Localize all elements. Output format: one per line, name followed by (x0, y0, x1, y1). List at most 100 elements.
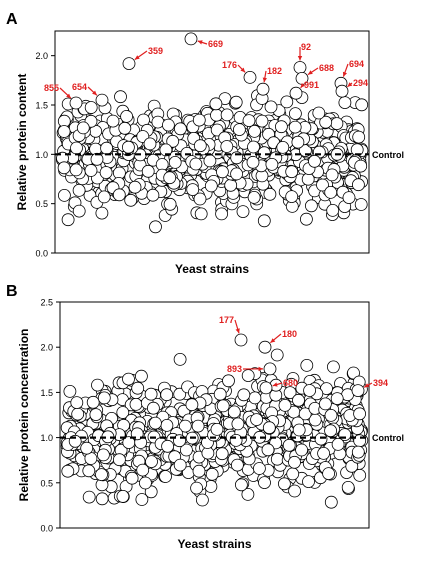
data-point (122, 372, 135, 386)
annotation-label: 294 (353, 78, 368, 88)
data-point (143, 137, 157, 151)
data-point (262, 421, 276, 435)
data-point (58, 188, 71, 202)
data-point (144, 387, 158, 401)
data-point (191, 419, 205, 433)
annotated-point (258, 340, 272, 354)
data-point (318, 397, 332, 411)
data-point (303, 384, 317, 397)
data-point (354, 159, 368, 173)
data-point (308, 154, 321, 168)
annotation-arrowhead (258, 366, 263, 372)
data-point (317, 446, 331, 460)
data-point (160, 418, 174, 432)
data-point (280, 95, 294, 109)
data-point (141, 164, 155, 178)
data-point (210, 108, 223, 122)
x-axis-label: Yeast strains (175, 262, 249, 276)
data-point (129, 397, 143, 411)
data-point (229, 95, 243, 109)
annotation-label: 176 (222, 60, 237, 70)
data-point (285, 190, 299, 204)
data-point (173, 122, 187, 136)
data-point (215, 165, 229, 179)
annotation-label: 182 (267, 66, 282, 76)
data-point (299, 212, 313, 226)
chart-panel-b: B 0.0 0.5 1.0 1.5 2.0 2.5 177 180 893 680 394 Contro… (6, 283, 404, 551)
annotation-label: 394 (373, 378, 388, 388)
data-point (316, 178, 329, 192)
data-point (288, 120, 302, 134)
annotated-point (234, 333, 248, 347)
data-point (250, 413, 264, 427)
annotation-arrowhead (134, 55, 140, 60)
data-point (248, 124, 261, 138)
data-point (236, 205, 250, 219)
data-point (106, 114, 120, 128)
annotated-point (259, 381, 273, 395)
data-point (205, 467, 219, 481)
annotation-arrowhead (270, 338, 276, 343)
data-point (282, 438, 296, 452)
y-tick-label: 1.5 (35, 101, 48, 111)
data-point (80, 441, 94, 455)
data-point (76, 121, 90, 135)
data-point (89, 408, 103, 422)
annotation-label: 855 (44, 83, 59, 93)
panel-label: B (6, 283, 18, 300)
data-point (229, 433, 243, 447)
data-point (302, 475, 315, 489)
data-point (322, 467, 336, 481)
data-point (201, 446, 215, 460)
y-tick-label: 1.5 (40, 388, 53, 398)
data-point (144, 485, 158, 499)
data-point (265, 157, 279, 171)
data-point (128, 180, 142, 194)
data-point (145, 455, 158, 469)
data-point (237, 388, 251, 402)
annotation-label: 180 (282, 329, 297, 339)
data-point (270, 452, 284, 466)
data-point (159, 470, 172, 483)
annotation-label: 688 (319, 63, 334, 73)
data-point (258, 476, 271, 490)
data-point (351, 178, 365, 192)
annotation-label: 177 (219, 315, 234, 325)
data-point (61, 464, 75, 478)
y-tick-label: 2.0 (35, 51, 48, 61)
annotation-label: 991 (304, 80, 319, 90)
data-point (255, 114, 269, 128)
data-point (124, 193, 138, 207)
data-point (342, 191, 356, 205)
annotation-label: 92 (301, 42, 311, 52)
data-point (97, 391, 111, 405)
data-point (241, 369, 255, 383)
annotation-arrowhead (272, 382, 278, 387)
data-point (352, 130, 366, 144)
data-point (231, 417, 245, 431)
y-tick-label: 0.5 (40, 478, 53, 488)
data-point (288, 107, 302, 120)
data-point (146, 401, 160, 415)
annotation-label: 694 (349, 59, 364, 69)
data-point (331, 437, 345, 451)
data-point (215, 207, 229, 221)
data-point (227, 405, 241, 419)
data-point (135, 493, 149, 506)
annotation-arrowhead (297, 56, 303, 61)
annotation-arrowhead (235, 328, 240, 334)
data-point (355, 98, 369, 112)
data-point (113, 453, 126, 467)
data-point (71, 407, 85, 421)
annotation-arrowhead (92, 90, 97, 96)
data-point (345, 459, 359, 473)
data-point (285, 165, 299, 179)
data-point (86, 395, 100, 409)
data-point (194, 207, 208, 221)
y-axis-label: Relative protein concentration (17, 329, 31, 502)
data-point (159, 143, 173, 157)
data-point (286, 467, 300, 481)
y-tick-label: 0.5 (35, 199, 48, 209)
data-point (276, 140, 290, 154)
data-point (210, 422, 224, 436)
